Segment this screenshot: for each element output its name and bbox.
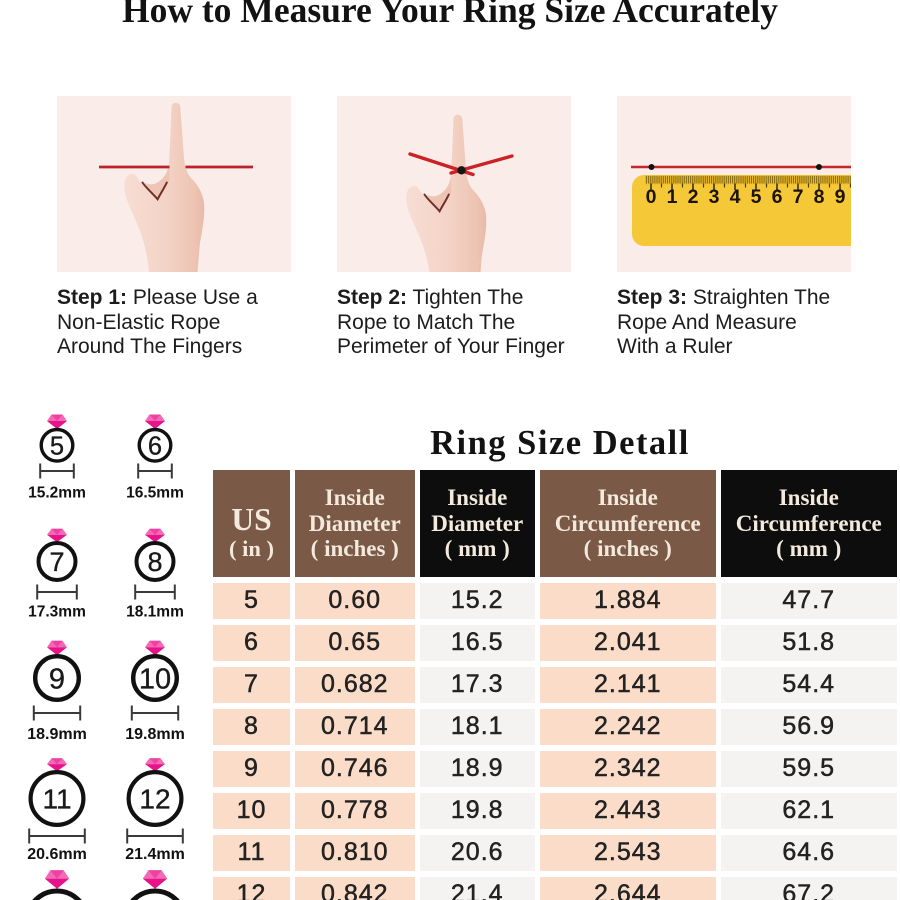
- svg-text:9: 9: [49, 663, 65, 695]
- svg-text:21.4mm: 21.4mm: [125, 846, 185, 863]
- svg-text:0: 0: [646, 186, 657, 208]
- svg-text:8: 8: [814, 186, 825, 208]
- svg-text:8: 8: [147, 547, 162, 577]
- svg-text:12: 12: [139, 783, 170, 814]
- svg-text:18.9mm: 18.9mm: [27, 726, 87, 743]
- svg-text:19.8mm: 19.8mm: [125, 726, 185, 743]
- svg-text:1: 1: [667, 186, 678, 208]
- svg-text:3: 3: [709, 186, 720, 208]
- svg-text:20.6mm: 20.6mm: [27, 846, 87, 863]
- svg-text:15.2mm: 15.2mm: [28, 485, 86, 502]
- svg-text:18.1mm: 18.1mm: [126, 604, 184, 621]
- svg-text:16.5mm: 16.5mm: [126, 485, 184, 502]
- svg-text:7: 7: [793, 186, 804, 208]
- svg-text:4: 4: [730, 186, 741, 208]
- svg-text:5: 5: [751, 186, 762, 208]
- svg-text:6: 6: [772, 186, 783, 208]
- svg-text:9: 9: [835, 186, 846, 208]
- svg-text:7: 7: [49, 547, 64, 577]
- svg-text:10: 10: [139, 663, 171, 695]
- svg-text:5: 5: [50, 432, 64, 460]
- svg-text:6: 6: [148, 432, 162, 460]
- svg-text:11: 11: [42, 783, 71, 814]
- svg-text:17.3mm: 17.3mm: [28, 604, 86, 621]
- svg-text:2: 2: [688, 186, 699, 208]
